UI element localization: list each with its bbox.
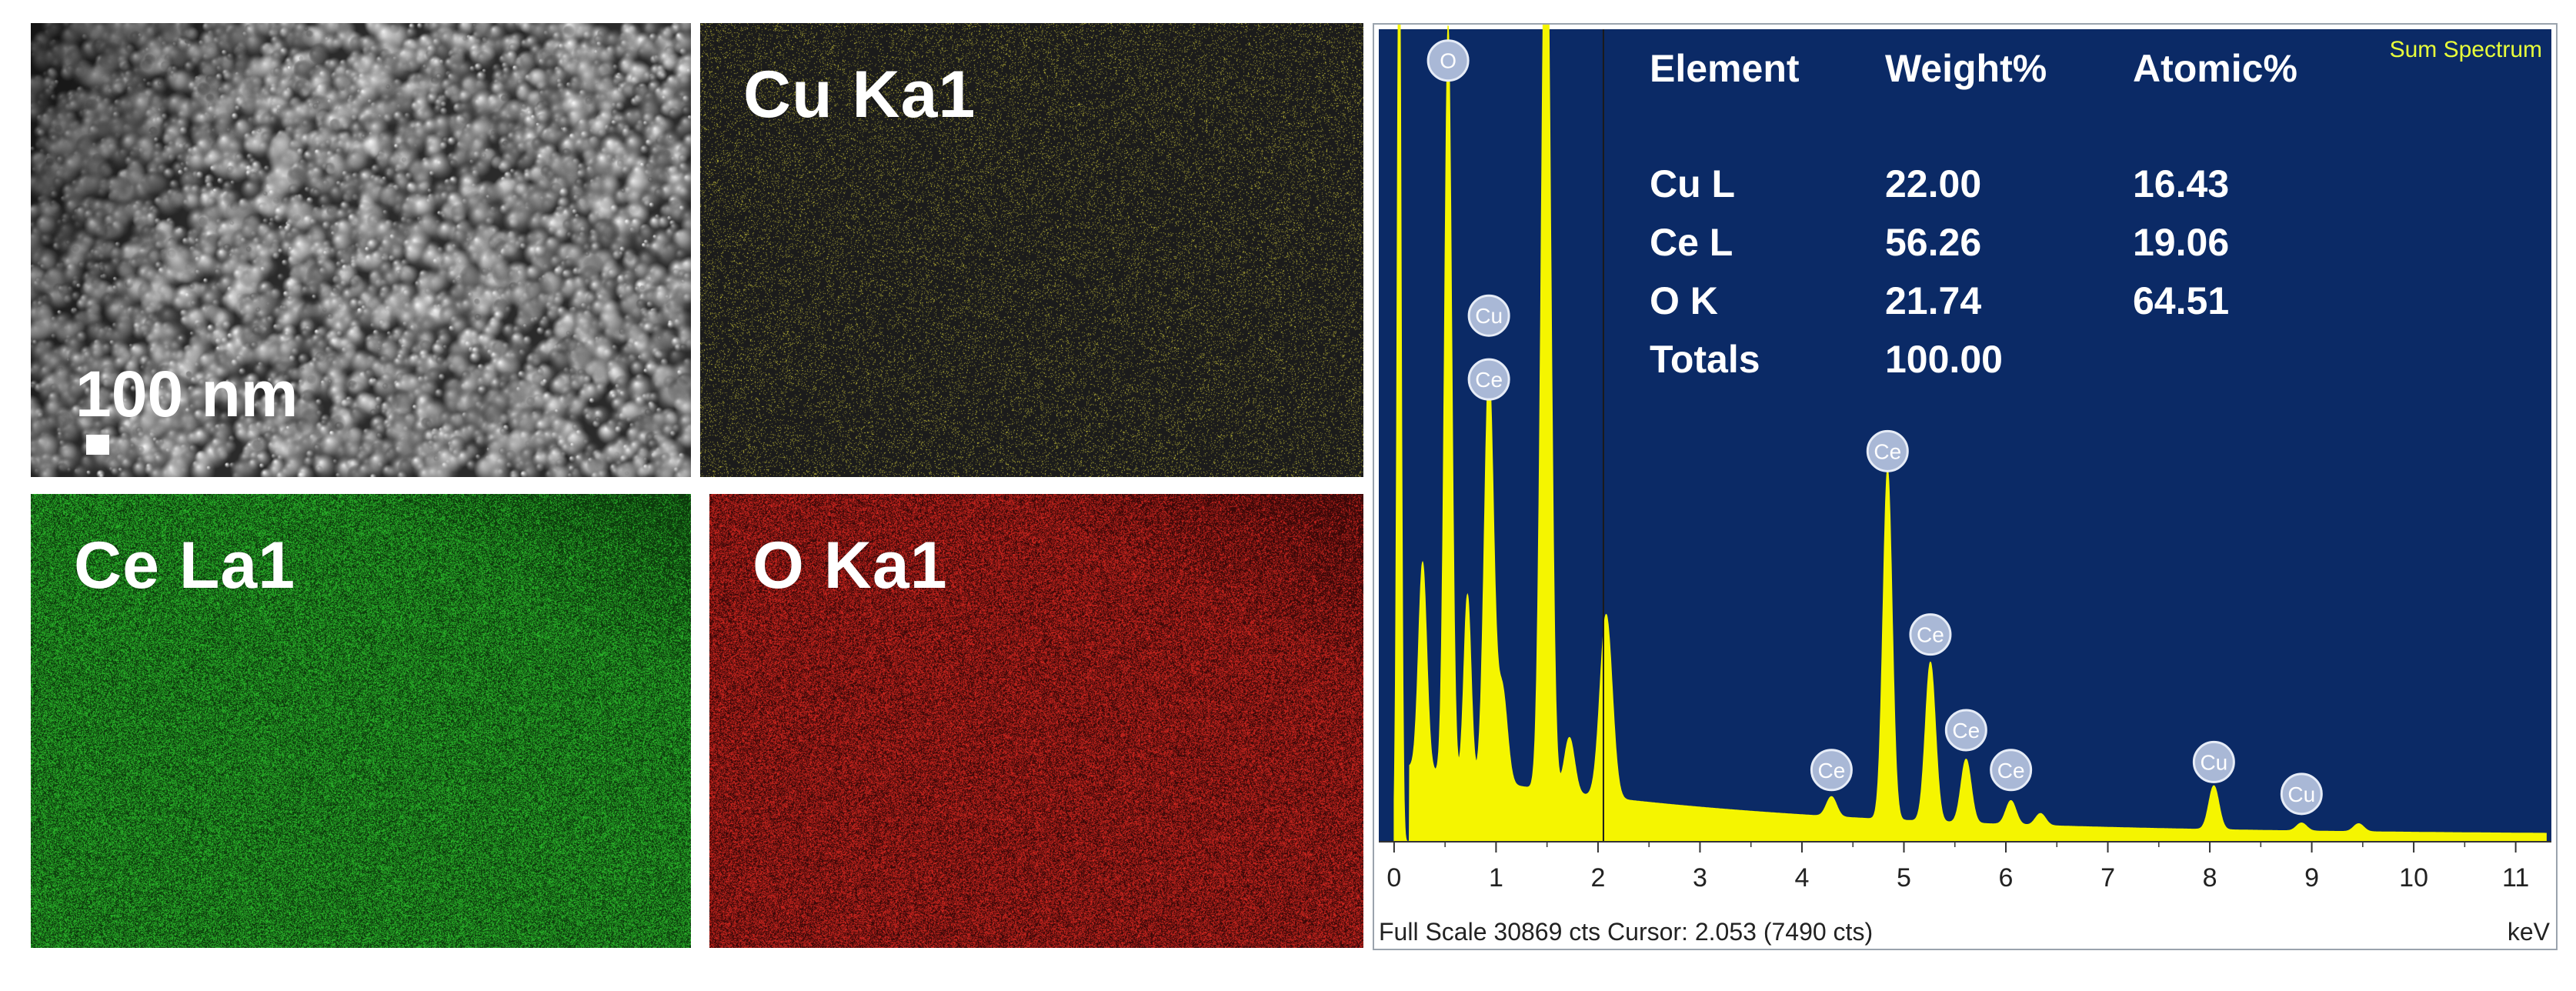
spectrum-title: Sum Spectrum	[2389, 37, 2542, 62]
peak-label: Cu	[1475, 304, 1503, 328]
table-header-weight: Weight%	[1885, 47, 2047, 90]
table-cell: 21.74	[1885, 279, 1982, 322]
cu-map-image	[700, 23, 1363, 477]
x-axis-unit: keV	[2507, 918, 2550, 946]
o-map-image	[709, 494, 1363, 948]
sem-micrograph	[31, 23, 691, 477]
ce-map-panel: Ce La1	[31, 494, 691, 948]
table-cell: 16.43	[2133, 162, 2230, 205]
peak-label: Ce	[1475, 368, 1503, 392]
table-cell: 56.26	[1885, 221, 1982, 264]
x-tick-label: 4	[1795, 863, 1810, 893]
peak-label: O	[1440, 49, 1457, 73]
peak-label-marker	[2192, 740, 2235, 783]
x-tick-label: 11	[2502, 863, 2529, 893]
table-cell: Cu L	[1650, 162, 1736, 205]
peak-label-marker	[1426, 39, 1470, 82]
table-cell: O K	[1650, 279, 1718, 322]
ce-map-image	[31, 494, 691, 948]
x-tick-label: 1	[1489, 863, 1503, 893]
x-tick-label: 3	[1693, 863, 1707, 893]
peak-label: Ce	[1874, 439, 1901, 463]
peak-label: Ce	[1952, 719, 1980, 742]
x-tick-label: 0	[1386, 863, 1401, 893]
x-tick-label: 8	[2203, 863, 2217, 893]
x-tick-label: 10	[2399, 863, 2428, 893]
sem-image-panel: 100 nm	[31, 23, 691, 477]
table-header-element: Element	[1650, 47, 1800, 90]
o-map-panel: O Ka1	[709, 494, 1363, 948]
o-map-label: O Ka1	[752, 529, 948, 602]
table-cell: 22.00	[1885, 162, 1982, 205]
plot-background	[1379, 29, 2551, 842]
peak-label-marker	[1866, 429, 1909, 472]
ce-map-label: Ce La1	[74, 529, 296, 602]
x-tick-label: 2	[1590, 863, 1605, 893]
peak-label-marker	[1909, 613, 1952, 656]
cu-map-panel: Cu Ka1	[700, 23, 1363, 477]
peak-label-marker	[1467, 358, 1510, 401]
table-header-atomic: Atomic%	[2133, 47, 2297, 90]
table-cell: 19.06	[2133, 221, 2230, 264]
peak-label-marker	[2280, 772, 2323, 816]
spectrum-area	[1393, 25, 2547, 843]
x-tick-label: 6	[1999, 863, 2014, 893]
peak-label-marker	[1810, 749, 1853, 792]
table-cell: 100.00	[1885, 338, 2003, 381]
peak-label: Cu	[2200, 750, 2227, 774]
table-cell: Totals	[1650, 338, 1760, 381]
table-cell: 64.51	[2133, 279, 2230, 322]
peak-label-marker	[1944, 709, 1987, 752]
eds-spectrum-panel: 0 1 2 3 4 5 6 7 8 9 10 11 O Cu Ce Ce Ce Ce Ce Ce Cu Cu Sum Sp…	[1373, 23, 2558, 950]
peak-label: Cu	[2287, 782, 2315, 806]
peak-label: Ce	[1817, 759, 1845, 782]
table-cell: Ce L	[1650, 221, 1733, 264]
scale-bar	[86, 435, 109, 455]
scale-bar-label: 100 nm	[75, 358, 299, 430]
x-tick-label: 7	[2101, 863, 2115, 893]
peak-label-marker	[1467, 294, 1510, 337]
peak-label-marker	[1990, 749, 2033, 792]
peak-label: Ce	[1917, 623, 1944, 647]
spectrum-footer: Full Scale 30869 cts Cursor: 2.053 (7490…	[1379, 918, 1874, 946]
x-tick-label: 5	[1897, 863, 1911, 893]
cu-map-label: Cu Ka1	[743, 58, 976, 132]
x-tick-label: 9	[2304, 863, 2319, 893]
peak-label: Ce	[1997, 759, 2025, 782]
eds-spectrum-chart: 0 1 2 3 4 5 6 7 8 9 10 11 O Cu Ce Ce Ce Ce Ce Ce Cu Cu	[1379, 25, 2551, 893]
